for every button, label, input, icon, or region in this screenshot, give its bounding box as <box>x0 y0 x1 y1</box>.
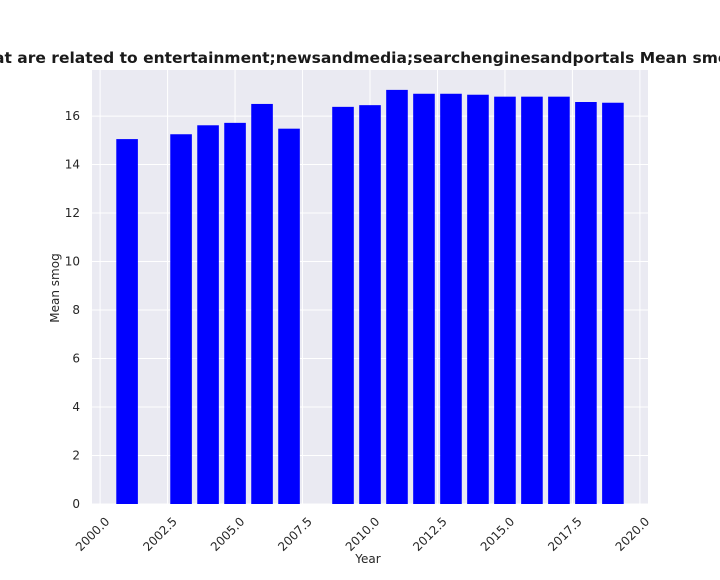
y-tick-label: 10 <box>65 255 80 269</box>
bar <box>521 96 543 505</box>
y-tick-label: 8 <box>72 303 80 317</box>
y-axis-label: Mean smog <box>48 253 62 322</box>
bar <box>548 96 570 505</box>
bar <box>170 134 192 504</box>
bar <box>386 89 408 504</box>
y-tick-label: 12 <box>65 206 80 220</box>
bar <box>251 103 273 504</box>
x-tick-label: 2002.5 <box>140 514 180 554</box>
bar <box>494 96 516 505</box>
bar <box>602 102 624 504</box>
y-tick-label: 4 <box>72 400 80 414</box>
bars <box>116 89 624 505</box>
y-tick-label: 0 <box>72 497 80 511</box>
bar <box>575 102 597 505</box>
y-axis-ticks: 0 2 4 6 8 10 12 14 16 <box>65 109 80 511</box>
x-tick-label: 2010.0 <box>343 514 383 554</box>
x-tick-label: 2020.0 <box>613 514 653 554</box>
y-tick-label: 14 <box>65 158 80 172</box>
x-tick-label: 2017.5 <box>545 514 585 554</box>
x-tick-label: 2000.0 <box>73 514 113 554</box>
bar <box>440 93 462 504</box>
x-tick-label: 2012.5 <box>410 514 450 554</box>
x-axis-ticks: 2000.0 2002.5 2005.0 2007.5 2010.0 2012.5 2015… <box>73 514 652 554</box>
y-tick-label: 16 <box>65 109 80 123</box>
y-tick-label: 2 <box>72 449 80 463</box>
bar <box>197 125 219 504</box>
bar <box>413 93 435 504</box>
bar <box>359 105 381 504</box>
x-axis-label: Year <box>354 552 380 566</box>
bar <box>278 128 300 504</box>
bar <box>467 94 489 505</box>
chart-title: Privacy policies of websites that are re… <box>0 49 720 67</box>
y-tick-label: 6 <box>72 352 80 366</box>
bar <box>116 139 138 504</box>
x-tick-label: 2005.0 <box>208 514 248 554</box>
bar <box>332 106 354 504</box>
x-tick-label: 2007.5 <box>275 514 315 554</box>
bar <box>224 122 246 504</box>
x-tick-label: 2015.0 <box>478 514 518 554</box>
